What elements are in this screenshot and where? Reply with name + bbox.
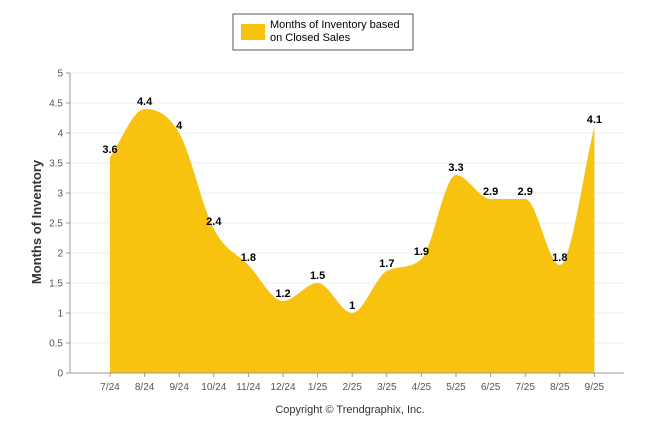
y-tick-label: 1 [57, 309, 63, 320]
x-tick-label: 9/24 [169, 382, 189, 393]
x-tick-label: 8/25 [550, 382, 570, 393]
data-label: 1.8 [241, 252, 256, 264]
x-tick-label: 5/25 [446, 382, 466, 393]
data-labels: 3.6 4.4 4 2.4 1.8 1.2 1.5 1 1.7 1.9 3.3 2.9 2.9 1.8 4.… [102, 96, 602, 312]
data-label: 1.8 [552, 252, 567, 264]
data-label: 1 [349, 300, 355, 312]
data-label: 4 [176, 120, 183, 132]
x-tick-label: 1/25 [308, 382, 328, 393]
x-tick-label: 4/25 [412, 382, 432, 393]
y-tick-label: 0.5 [49, 339, 63, 350]
data-label: 3.3 [448, 162, 463, 174]
y-tick-label: 4.5 [49, 99, 63, 110]
data-label: 1.7 [379, 258, 394, 270]
y-tick-label: 0 [57, 369, 63, 380]
data-label: 1.5 [310, 270, 325, 282]
x-tick-label: 7/24 [100, 382, 120, 393]
x-tick-label: 9/25 [585, 382, 605, 393]
legend: Months of Inventory based on Closed Sale… [232, 13, 414, 51]
x-tick-label: 11/24 [236, 382, 261, 393]
data-label: 2.4 [206, 216, 222, 228]
y-axis-ticks: 0 0.5 1 1.5 2 2.5 3 3.5 4 4.5 5 [49, 69, 70, 380]
data-label: 2.9 [483, 186, 498, 198]
area-series [110, 109, 595, 373]
area-fill [110, 109, 595, 373]
x-tick-label: 10/24 [201, 382, 226, 393]
legend-swatch [241, 24, 265, 40]
y-tick-label: 2 [57, 249, 63, 260]
data-label: 1.2 [275, 288, 290, 300]
y-tick-label: 5 [57, 69, 63, 80]
y-tick-label: 3.5 [49, 159, 63, 170]
data-label: 2.9 [518, 186, 533, 198]
x-tick-label: 8/24 [135, 382, 155, 393]
x-tick-label: 12/24 [270, 382, 295, 393]
y-tick-label: 4 [57, 129, 63, 140]
legend-label-line2: on Closed Sales [270, 32, 351, 44]
data-label: 3.6 [102, 144, 117, 156]
legend-label-line1: Months of Inventory based [270, 19, 400, 31]
x-tick-label: 3/25 [377, 382, 397, 393]
data-label: 4.4 [137, 96, 153, 108]
data-label: 1.9 [414, 246, 429, 258]
y-tick-label: 1.5 [49, 279, 63, 290]
x-tick-label: 7/25 [515, 382, 535, 393]
copyright-text: Copyright © Trendgraphix, Inc. [275, 404, 424, 416]
y-axis-title: Months of Inventory [29, 159, 44, 284]
data-label: 4.1 [587, 114, 602, 126]
x-tick-label: 2/25 [342, 382, 362, 393]
y-tick-label: 3 [57, 189, 63, 200]
x-tick-label: 6/25 [481, 382, 501, 393]
x-axis-ticks: 7/24 8/24 9/24 10/24 11/24 12/24 1/25 2/25 3/25 4… [100, 373, 605, 393]
y-tick-label: 2.5 [49, 219, 63, 230]
